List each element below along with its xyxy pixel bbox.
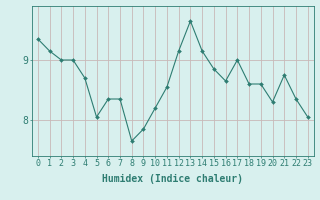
X-axis label: Humidex (Indice chaleur): Humidex (Indice chaleur) [102,174,243,184]
